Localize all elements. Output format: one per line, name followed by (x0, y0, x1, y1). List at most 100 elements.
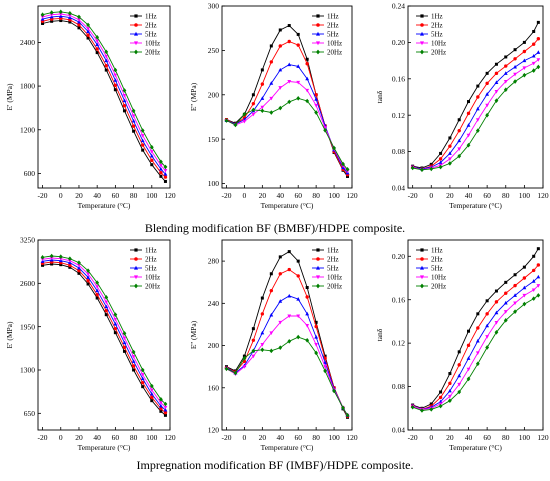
legend-marker (316, 265, 320, 270)
y-tick-label: 0.16 (392, 74, 405, 83)
data-point (86, 282, 90, 286)
data-point (410, 404, 415, 410)
y-tick-label: 1300 (20, 366, 35, 375)
data-point (149, 150, 154, 154)
data-point (251, 93, 255, 97)
data-point (447, 398, 452, 403)
data-point (532, 254, 536, 258)
data-point (269, 348, 274, 354)
data-point (305, 98, 310, 104)
data-point (77, 26, 81, 30)
data-point (95, 288, 100, 293)
data-point (141, 385, 145, 389)
data-point (224, 118, 229, 123)
data-point (466, 111, 471, 116)
data-point (163, 179, 167, 183)
data-point (447, 157, 452, 161)
data-point (485, 71, 489, 75)
data-point (278, 44, 282, 48)
legend-marker (134, 265, 138, 270)
data-point (448, 372, 452, 376)
data-point (40, 12, 45, 18)
data-point (104, 300, 109, 305)
data-point (429, 162, 433, 166)
x-tick-label: 60 (294, 433, 302, 442)
data-point (287, 39, 291, 44)
legend-marker (316, 23, 320, 27)
data-point (429, 166, 434, 172)
data-point (457, 389, 462, 395)
data-point (58, 9, 63, 15)
series-line (412, 285, 539, 410)
data-point (448, 381, 452, 386)
data-point (438, 403, 443, 409)
legend-marker (134, 23, 138, 27)
data-point (476, 95, 480, 99)
data-point (522, 285, 527, 290)
data-point (122, 336, 127, 341)
data-point (485, 81, 489, 86)
x-tick-label: 80 (502, 433, 510, 442)
x-tick-label: 120 (346, 191, 358, 200)
data-point (485, 299, 489, 303)
data-point (513, 293, 517, 297)
x-tick-label: 0 (59, 191, 63, 200)
x-tick-label: 100 (328, 191, 340, 200)
data-point (314, 324, 318, 329)
series-2Hz (224, 39, 350, 177)
legend-marker (134, 257, 138, 261)
data-point (131, 349, 136, 355)
data-point (67, 256, 72, 261)
data-point (494, 329, 499, 335)
series-line (412, 52, 539, 170)
data-point (475, 338, 480, 343)
data-point (475, 351, 480, 356)
data-point (140, 373, 145, 377)
y-tick-label: 0.16 (392, 295, 405, 304)
data-point (504, 291, 508, 295)
legend-marker (316, 283, 320, 289)
data-point (95, 47, 99, 51)
legend-label: 20Hz (431, 283, 446, 291)
x-tick-label: 20 (259, 191, 267, 200)
legend-marker (316, 41, 320, 46)
series-20Hz (410, 293, 541, 413)
data-point (305, 76, 310, 81)
data-point (536, 284, 541, 288)
legend-label: 5Hz (327, 31, 339, 39)
x-axis-label: Temperature (°C) (261, 443, 314, 452)
data-point (278, 299, 283, 303)
data-point (233, 370, 238, 376)
legend-marker (420, 49, 424, 55)
x-tick-label: 0 (59, 433, 63, 442)
data-point (485, 112, 490, 118)
data-point (242, 119, 247, 124)
y-axis-label: E'' (MPa) (189, 82, 198, 111)
series-20Hz (224, 334, 350, 418)
data-point (503, 87, 508, 93)
y-tick-label: 0.20 (392, 38, 405, 47)
legend-marker (420, 265, 424, 270)
x-axis-label: Temperature (°C) (449, 201, 502, 210)
data-point (420, 167, 424, 173)
data-point (332, 145, 336, 151)
data-point (95, 285, 100, 289)
data-point (260, 105, 265, 110)
data-point (269, 60, 274, 64)
data-point (466, 367, 471, 372)
data-point (466, 142, 471, 148)
data-point (242, 365, 247, 369)
x-axis-label: Temperature (°C) (78, 201, 131, 210)
data-point (345, 167, 350, 172)
data-point (149, 153, 154, 158)
series-10Hz (410, 284, 541, 412)
data-point (475, 106, 480, 111)
data-point (287, 293, 292, 298)
chart-panel-top-3: -20 0 20 40 60 80 100 120 0.04 0.08 0.12 0.16 0.20 0.… (375, 2, 549, 210)
data-point (504, 55, 508, 59)
data-point (536, 58, 541, 62)
data-point (278, 86, 283, 90)
data-point (410, 165, 415, 171)
data-point (457, 363, 461, 367)
